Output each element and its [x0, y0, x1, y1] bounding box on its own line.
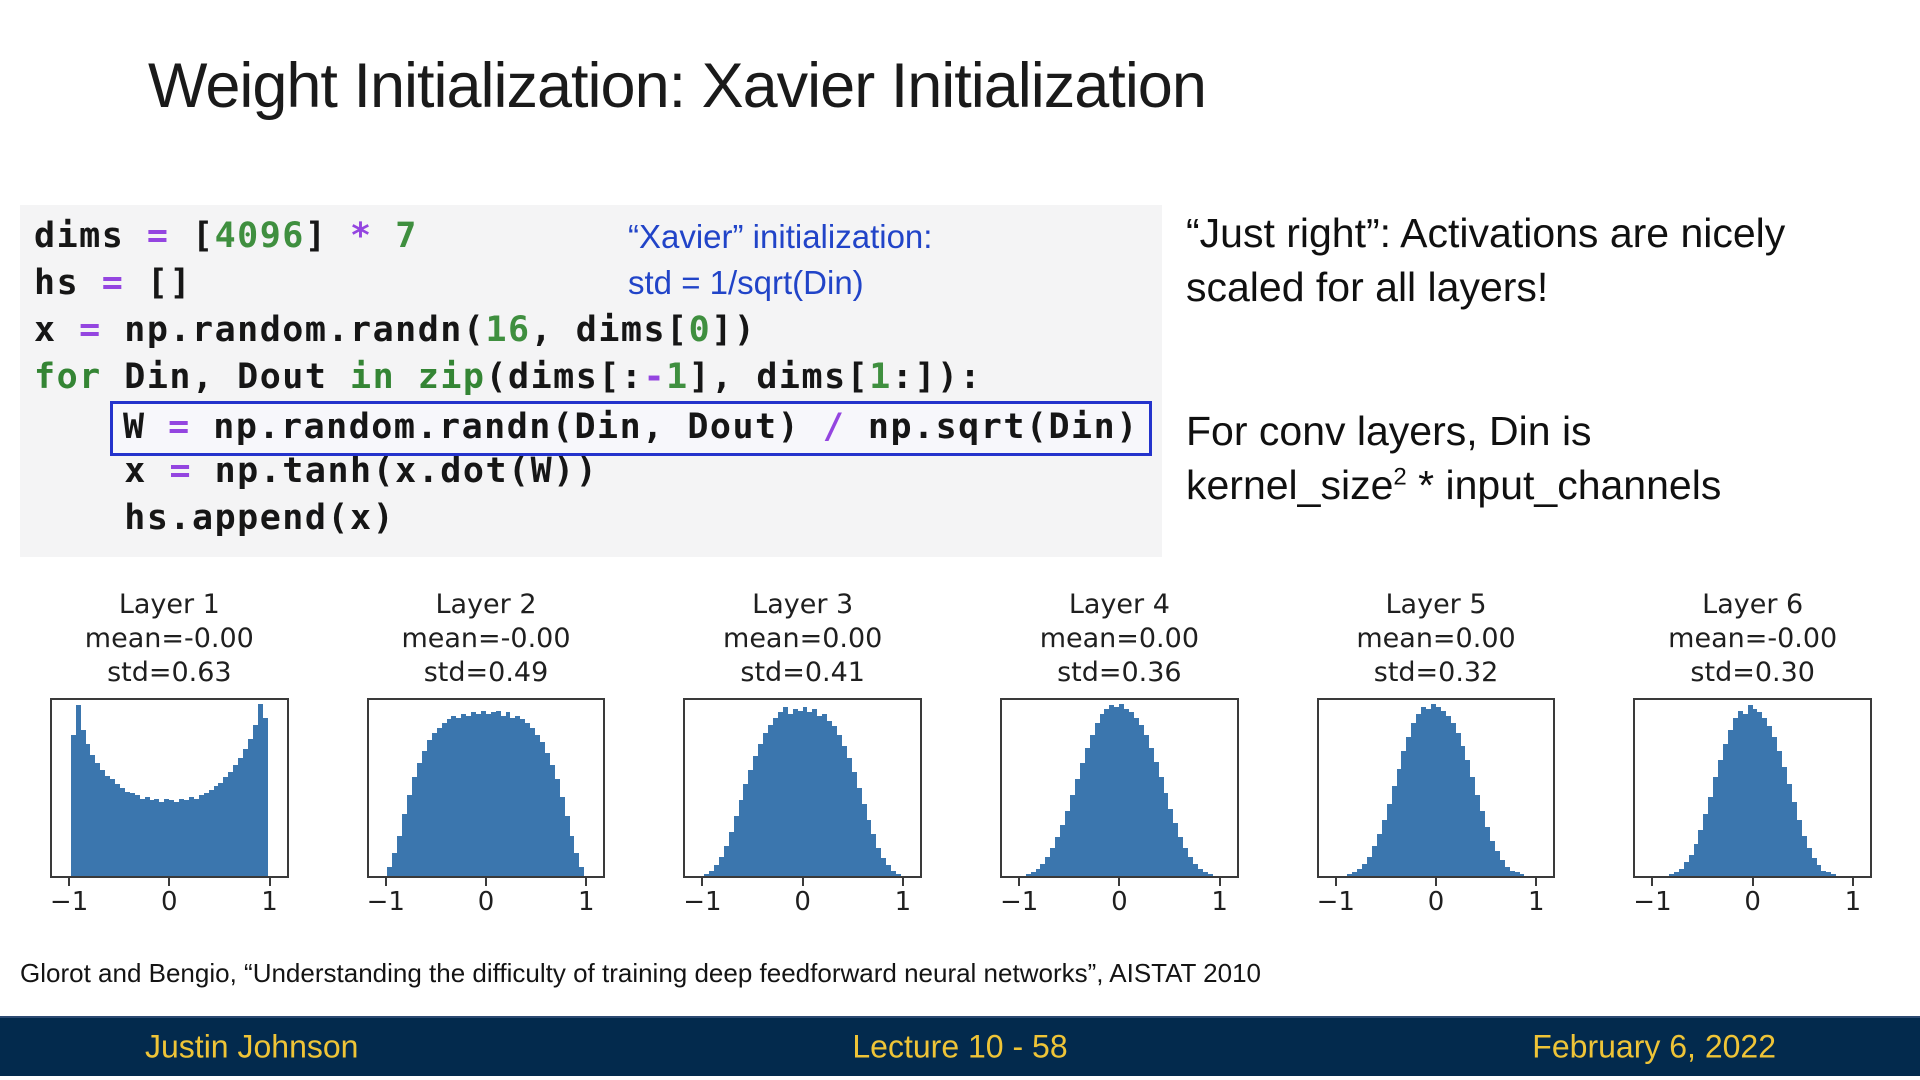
x-axis-ticks: −1 0 1 [1633, 878, 1872, 920]
x-tick-label: 0 [477, 887, 495, 917]
x-tick-label: 1 [1527, 887, 1545, 917]
x-axis-ticks: −1 0 1 [367, 878, 606, 920]
plot-box [1000, 698, 1239, 878]
code-line: hs = [] [34, 263, 193, 303]
tick-mark [801, 878, 804, 886]
histogram-bars [1337, 700, 1534, 876]
plot-box [50, 698, 289, 878]
x-tick-label: 1 [261, 887, 278, 917]
superscript-2: 2 [1393, 463, 1407, 491]
plot-box [683, 698, 923, 878]
xavier-note-line1: “Xavier” initialization: [628, 218, 933, 255]
tick-mark [1435, 878, 1438, 886]
footer-lecture-page: Lecture 10 - 58 [852, 1028, 1068, 1065]
conv-layers-text: For conv layers, Din is kernel_size2 * i… [1186, 404, 1886, 512]
histogram-title: Layer 4 mean=0.00 std=0.36 [1039, 589, 1199, 688]
activation-histograms-row: Layer 1 mean=-0.00 std=0.63 −1 0 1 Layer 2 mean… [38, 588, 1884, 920]
code-line: W = np.random.randn(Din, Dout) / np.sqrt… [34, 401, 1152, 456]
x-tick-label: −1 [999, 887, 1039, 917]
conv-layers-line1: For conv layers, Din is [1186, 408, 1592, 454]
histogram-bars [387, 700, 585, 876]
tick-mark [585, 878, 588, 886]
plot-box [366, 698, 606, 878]
code-line: x = np.random.randn(16, dims[0]) [34, 310, 757, 350]
right-annotation: “Just right”: Activations are nicely sca… [1186, 206, 1886, 512]
x-tick-label: 1 [894, 887, 912, 917]
tick-mark [1218, 878, 1221, 886]
tick-mark [1018, 878, 1021, 886]
histogram-title: Layer 3 mean=0.00 std=0.41 [723, 589, 883, 688]
code-line: hs.append(x) [34, 498, 396, 538]
histogram-title: Layer 6 mean=-0.00 std=0.30 [1668, 589, 1838, 688]
x-tick-label: 0 [1744, 887, 1761, 917]
code-line: for Din, Dout in zip(dims[:-1], dims[1:]… [34, 357, 983, 397]
histogram-panel-layer-3: Layer 3 mean=0.00 std=0.41 −1 0 1 [671, 588, 934, 920]
x-tick-label: 0 [1427, 887, 1445, 917]
x-axis-ticks: −1 0 1 [1317, 878, 1556, 920]
footer-date: February 6, 2022 [1532, 1028, 1776, 1065]
x-tick-label: −1 [366, 887, 405, 917]
tick-mark [1651, 878, 1654, 886]
histogram-title: Layer 2 mean=-0.00 std=0.49 [401, 589, 571, 688]
histogram-bars [704, 700, 901, 876]
conv-layers-line2: kernel_size2 * input_channels [1186, 462, 1722, 508]
x-tick-label: −1 [1633, 887, 1672, 917]
x-tick-label: 0 [161, 887, 178, 917]
xavier-initialization-note: “Xavier” initialization: std = 1/sqrt(Di… [628, 214, 932, 306]
footer-author: Justin Johnson [145, 1028, 359, 1065]
x-tick-label: 0 [1111, 887, 1128, 917]
tick-mark [1851, 878, 1854, 886]
x-tick-label: 0 [794, 887, 811, 917]
histogram-title: Layer 1 mean=-0.00 std=0.63 [84, 589, 254, 688]
x-tick-label: −1 [1316, 887, 1355, 917]
tick-mark [268, 878, 271, 886]
x-tick-label: 1 [1211, 887, 1228, 917]
histogram-panel-layer-2: Layer 2 mean=-0.00 std=0.49 −1 0 1 [355, 588, 618, 920]
citation-text: Glorot and Bengio, “Understanding the di… [20, 958, 1262, 988]
tick-mark [1535, 878, 1538, 886]
tick-mark [1334, 878, 1337, 886]
tick-mark [901, 878, 904, 886]
histogram-bars [1654, 700, 1851, 876]
just-right-text: “Just right”: Activations are nicely sca… [1186, 210, 1786, 310]
code-highlight-box: W = np.random.randn(Din, Dout) / np.sqrt… [110, 401, 1152, 456]
x-axis-ticks: −1 0 1 [683, 878, 922, 920]
histogram-bars [70, 700, 268, 876]
tick-mark [1751, 878, 1754, 886]
x-tick-label: 1 [1844, 887, 1862, 917]
x-tick-label: −1 [49, 887, 89, 917]
code-line: dims = [4096] * 7 [34, 216, 418, 256]
tick-mark [485, 878, 487, 886]
x-tick-label: 1 [577, 887, 595, 917]
histogram-panel-layer-4: Layer 4 mean=0.00 std=0.36 −1 0 1 [988, 588, 1251, 920]
slide-title: Weight Initialization: Xavier Initializa… [148, 51, 1207, 121]
footer-bar: Justin Johnson Lecture 10 - 58 February … [0, 1016, 1920, 1076]
histogram-panel-layer-5: Layer 5 mean=0.00 std=0.32 −1 0 1 [1305, 588, 1568, 920]
histogram-panel-layer-6: Layer 6 mean=-0.00 std=0.30 −1 0 1 [1621, 588, 1884, 920]
xavier-note-line2: std = 1/sqrt(Din) [628, 264, 864, 301]
tick-mark [701, 878, 704, 886]
plot-box [1316, 698, 1556, 878]
tick-mark [384, 878, 387, 886]
tick-mark [1118, 878, 1121, 886]
x-axis-ticks: −1 0 1 [1000, 878, 1239, 920]
histogram-bars [1021, 700, 1218, 876]
plot-box [1633, 698, 1873, 878]
tick-mark [68, 878, 71, 886]
histogram-title: Layer 5 mean=0.00 std=0.32 [1356, 589, 1516, 688]
code-panel: dims = [4096] * 7 hs = [] x = np.random.ra… [20, 205, 1162, 557]
python-code-block: dims = [4096] * 7 hs = [] x = np.random.ra… [34, 213, 1152, 542]
histogram-panel-layer-1: Layer 1 mean=-0.00 std=0.63 −1 0 1 [38, 588, 301, 920]
x-axis-ticks: −1 0 1 [50, 878, 289, 920]
tick-mark [168, 878, 171, 886]
code-line: x = np.tanh(x.dot(W)) [34, 451, 599, 491]
x-tick-label: −1 [683, 887, 722, 917]
